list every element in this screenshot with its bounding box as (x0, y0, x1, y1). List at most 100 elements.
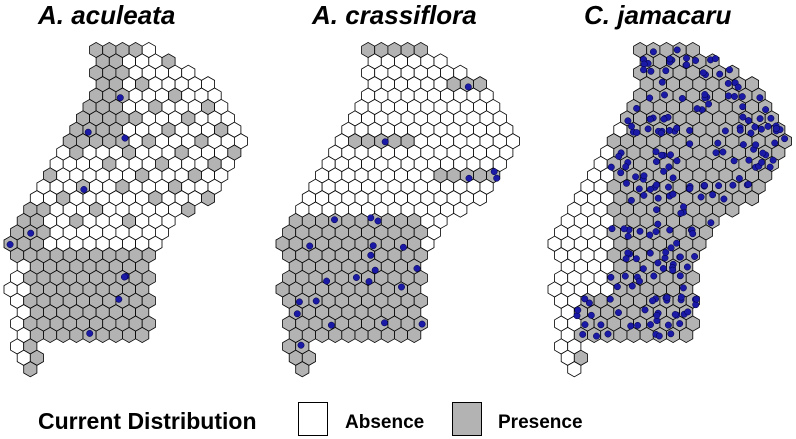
occurrence-point (374, 217, 382, 225)
occurrence-point (724, 79, 732, 87)
occurrence-point (352, 274, 360, 281)
occurrence-point (371, 266, 379, 274)
occurrence-point (587, 311, 595, 319)
occurrence-point (607, 273, 615, 281)
occurrence-point (666, 55, 674, 63)
occurrence-point (628, 122, 635, 130)
occurrence-point (683, 263, 691, 271)
occurrence-point (327, 321, 335, 329)
occurrence-point (693, 295, 700, 303)
occurrence-point (6, 241, 14, 248)
occurrence-point (661, 91, 668, 99)
occurrence-point (756, 94, 764, 102)
occurrence-point (297, 341, 305, 349)
occurrence-point (683, 61, 691, 69)
absence-cell (453, 201, 468, 218)
occurrence-point (641, 306, 649, 314)
presence-cell (725, 201, 740, 218)
panel-title-crassiflora: A. crassiflora (312, 0, 477, 30)
occurrence-point (673, 157, 681, 165)
occurrence-point (701, 181, 709, 189)
presence-cell (679, 326, 694, 344)
occurrence-point (673, 46, 681, 54)
occurrence-point (725, 92, 732, 100)
occurrence-point (660, 115, 668, 123)
occurrence-point (655, 332, 663, 340)
occurrence-point (652, 228, 660, 236)
occurrence-point (606, 295, 614, 303)
occurrence-point (86, 329, 94, 337)
occurrence-point (654, 259, 662, 267)
occurrence-point (116, 94, 124, 102)
presence-cell (626, 326, 641, 344)
occurrence-point (579, 330, 587, 338)
presence-label: Presence (498, 412, 583, 433)
occurrence-point (646, 185, 654, 193)
occurrence-point (646, 249, 654, 257)
occurrence-point (739, 141, 747, 149)
occurrence-point (739, 113, 747, 121)
occurrence-point (731, 93, 738, 100)
occurrence-point (381, 138, 389, 146)
occurrence-point (762, 106, 770, 114)
map-crassiflora (275, 41, 520, 378)
occurrence-point (744, 180, 752, 188)
occurrence-point (635, 185, 643, 193)
occurrence-point (465, 174, 473, 182)
occurrence-point (620, 225, 628, 233)
occurrence-point (745, 117, 752, 125)
map-aculeata (3, 41, 248, 378)
occurrence-point (306, 242, 314, 250)
occurrence-point (715, 182, 723, 190)
occurrence-point (751, 123, 759, 131)
occurrence-point (697, 193, 705, 201)
occurrence-point (752, 141, 760, 149)
occurrence-point (653, 206, 660, 214)
occurrence-point (490, 168, 498, 176)
occurrence-point (757, 125, 765, 133)
occurrence-point (652, 148, 660, 156)
occurrence-point (604, 330, 612, 338)
occurrence-point (654, 194, 662, 202)
absence-cell (567, 361, 582, 378)
occurrence-point (664, 321, 672, 329)
occurrence-point (662, 248, 670, 256)
occurrence-point (646, 94, 654, 102)
occurrence-point (581, 321, 589, 329)
occurrence-point (633, 129, 641, 137)
occurrence-point (365, 278, 373, 286)
occurrence-point (650, 272, 658, 280)
occurrence-point (628, 282, 636, 290)
occurrence-point (673, 239, 681, 247)
presence-cell (43, 326, 58, 344)
occurrence-point (716, 70, 724, 78)
occurrence-point (632, 173, 640, 181)
presence-cell (56, 326, 71, 344)
occurrence-point (608, 225, 616, 233)
presence-swatch (452, 402, 482, 436)
legend-title: Current Distribution (38, 408, 257, 434)
occurrence-point (701, 91, 709, 98)
occurrence-point (84, 128, 92, 136)
occurrence-point (665, 183, 672, 191)
occurrence-point (666, 226, 674, 234)
presence-cell (295, 361, 310, 378)
occurrence-point (323, 277, 331, 285)
presence-cell (69, 326, 84, 344)
occurrence-point (295, 298, 303, 306)
presence-cell (23, 361, 38, 378)
occurrence-point (121, 134, 129, 142)
occurrence-point (367, 214, 375, 222)
occurrence-point (707, 219, 715, 227)
occurrence-point (729, 181, 737, 189)
occurrence-point (766, 163, 774, 171)
occurrence-point (120, 273, 128, 281)
panel-title-aculeata: A. aculeata (38, 0, 176, 30)
occurrence-point (667, 244, 675, 252)
occurrence-point (615, 152, 623, 160)
presence-cell (108, 326, 123, 344)
occurrence-point (667, 151, 674, 159)
occurrence-point (772, 125, 780, 133)
presence-cell (315, 326, 330, 344)
occurrence-point (662, 67, 670, 75)
